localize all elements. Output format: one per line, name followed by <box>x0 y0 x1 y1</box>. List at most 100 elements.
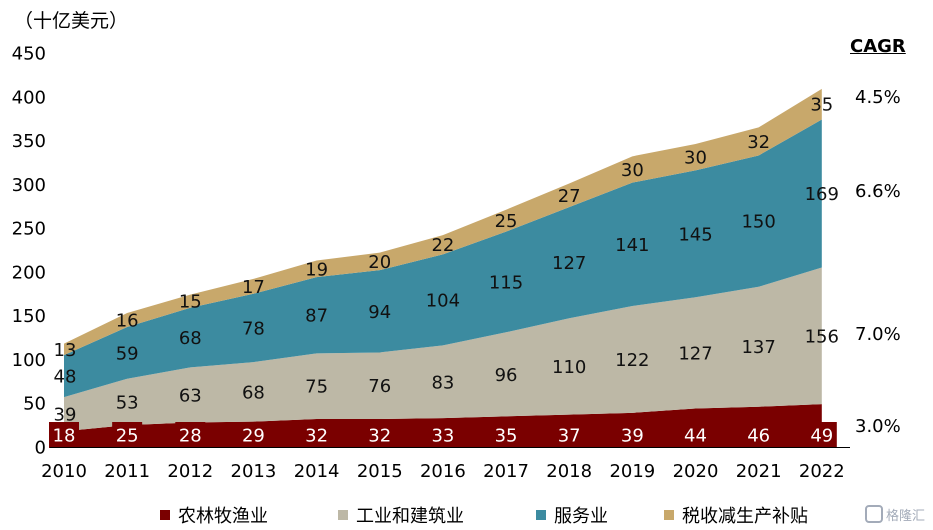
area-industry <box>64 267 822 432</box>
label-agriculture: 37 <box>558 426 581 447</box>
label-tax: 32 <box>747 132 770 153</box>
label-services: 68 <box>179 328 202 349</box>
label-industry: 96 <box>495 365 518 386</box>
label-tax: 20 <box>368 252 391 273</box>
chart-legend: 农林牧渔业 工业和建筑业 服务业 税收减生产补贴 <box>0 502 933 527</box>
label-agriculture: 25 <box>116 426 139 447</box>
legend-swatch-services <box>536 510 546 520</box>
y-tick-label: 350 <box>12 131 46 152</box>
y-tick-label: 250 <box>12 219 46 240</box>
x-tick-label: 2010 <box>41 461 87 482</box>
y-tick-label: 50 <box>23 394 46 415</box>
x-tick-label: 2020 <box>673 461 719 482</box>
legend-label-services: 服务业 <box>554 506 608 527</box>
label-agriculture: 29 <box>242 426 265 447</box>
data-labels: 18 25 28 29 32 32 33 35 37 39 44 46 49 39 53 63 68 75 76 83… <box>53 95 839 447</box>
legend-swatch-industry <box>338 510 348 520</box>
x-tick-label: 2015 <box>357 461 403 482</box>
label-tax: 15 <box>179 292 202 313</box>
y-axis-unit-label: （十亿美元） <box>14 10 129 32</box>
cagr-value-industry: 7.0% <box>855 324 901 345</box>
label-industry: 68 <box>242 382 265 403</box>
label-services: 94 <box>368 302 391 323</box>
y-tick-label: 300 <box>12 175 46 196</box>
legend-item-industry: 工业和建筑业 <box>338 502 464 528</box>
agriculture-label-box <box>491 422 522 448</box>
label-agriculture: 46 <box>747 426 770 447</box>
label-services: 141 <box>615 235 649 256</box>
agriculture-label-box <box>617 422 648 448</box>
label-agriculture: 32 <box>368 426 391 447</box>
x-tick-label: 2016 <box>420 461 466 482</box>
x-tick-label: 2013 <box>231 461 277 482</box>
area-layers <box>64 88 822 447</box>
label-industry: 63 <box>179 385 202 406</box>
x-axis: 2010 2011 2012 2013 2014 2015 2016 2017 2018 2019… <box>41 447 850 482</box>
x-tick-label: 2021 <box>736 461 782 482</box>
label-industry: 122 <box>615 350 649 371</box>
x-tick-label: 2014 <box>294 461 340 482</box>
label-services: 127 <box>552 253 586 274</box>
cagr-value-services: 6.6% <box>855 181 901 202</box>
x-tick-label: 2018 <box>546 461 592 482</box>
legend-label-industry: 工业和建筑业 <box>356 506 464 527</box>
agriculture-label-box <box>680 422 711 448</box>
label-services: 104 <box>426 290 460 311</box>
x-tick-label: 2011 <box>104 461 150 482</box>
label-tax: 25 <box>495 211 518 232</box>
label-services: 48 <box>54 367 77 388</box>
label-services: 169 <box>805 184 839 205</box>
y-tick-label: 100 <box>12 350 46 371</box>
area-tax <box>64 88 822 356</box>
label-industry: 137 <box>741 337 775 358</box>
label-services: 150 <box>741 212 775 233</box>
agriculture-label-box <box>301 422 332 448</box>
legend-swatch-agriculture <box>160 510 170 520</box>
agriculture-label-box <box>554 422 585 448</box>
label-agriculture: 32 <box>305 426 328 447</box>
label-tax: 22 <box>431 235 454 256</box>
label-industry: 76 <box>368 376 391 397</box>
label-services: 115 <box>489 272 523 293</box>
watermark-logo-icon <box>864 505 883 523</box>
label-services: 59 <box>116 343 139 364</box>
label-agriculture: 39 <box>621 426 644 447</box>
cagr-title: CAGR <box>850 36 906 57</box>
cagr-value-agriculture: 3.0% <box>855 416 901 437</box>
cagr-value-tax: 4.5% <box>855 87 901 108</box>
legend-label-tax: 税收减生产补贴 <box>682 506 808 527</box>
x-tick-label: 2012 <box>167 461 213 482</box>
legend-swatch-tax <box>664 510 674 520</box>
label-services: 78 <box>242 318 265 339</box>
label-agriculture: 18 <box>53 426 76 447</box>
y-axis: 0 50 100 150 200 250 300 350 400 450 <box>12 44 46 459</box>
y-tick-label: 150 <box>12 306 46 327</box>
y-tick-label: 0 <box>35 438 46 459</box>
stacked-area-chart: 18 25 28 29 32 32 33 35 37 39 44 46 49 39 53 63 68 75 76 83… <box>12 44 850 482</box>
label-industry: 53 <box>116 392 139 413</box>
agriculture-label-box <box>112 422 143 448</box>
x-tick-label: 2017 <box>483 461 529 482</box>
y-tick-label: 450 <box>12 44 46 65</box>
label-industry: 156 <box>805 326 839 347</box>
label-services: 87 <box>305 306 328 327</box>
label-tax: 13 <box>54 340 77 361</box>
label-industry: 110 <box>552 357 586 378</box>
legend-item-agriculture: 农林牧渔业 <box>160 502 268 528</box>
agriculture-label-box <box>427 422 458 448</box>
agriculture-label-box <box>364 422 395 448</box>
y-tick-label: 200 <box>12 262 46 283</box>
label-tax: 16 <box>116 311 139 332</box>
label-industry: 39 <box>54 405 77 426</box>
label-agriculture: 44 <box>684 426 707 447</box>
agriculture-label-box <box>49 422 79 448</box>
agriculture-label-box <box>175 422 206 448</box>
label-tax: 17 <box>242 277 265 298</box>
x-tick-label: 2022 <box>799 461 845 482</box>
x-tick-label: 2019 <box>609 461 655 482</box>
label-industry: 83 <box>431 372 454 393</box>
label-agriculture: 49 <box>810 426 833 447</box>
legend-label-agriculture: 农林牧渔业 <box>178 506 268 527</box>
label-agriculture: 33 <box>431 426 454 447</box>
label-tax: 30 <box>621 160 644 181</box>
